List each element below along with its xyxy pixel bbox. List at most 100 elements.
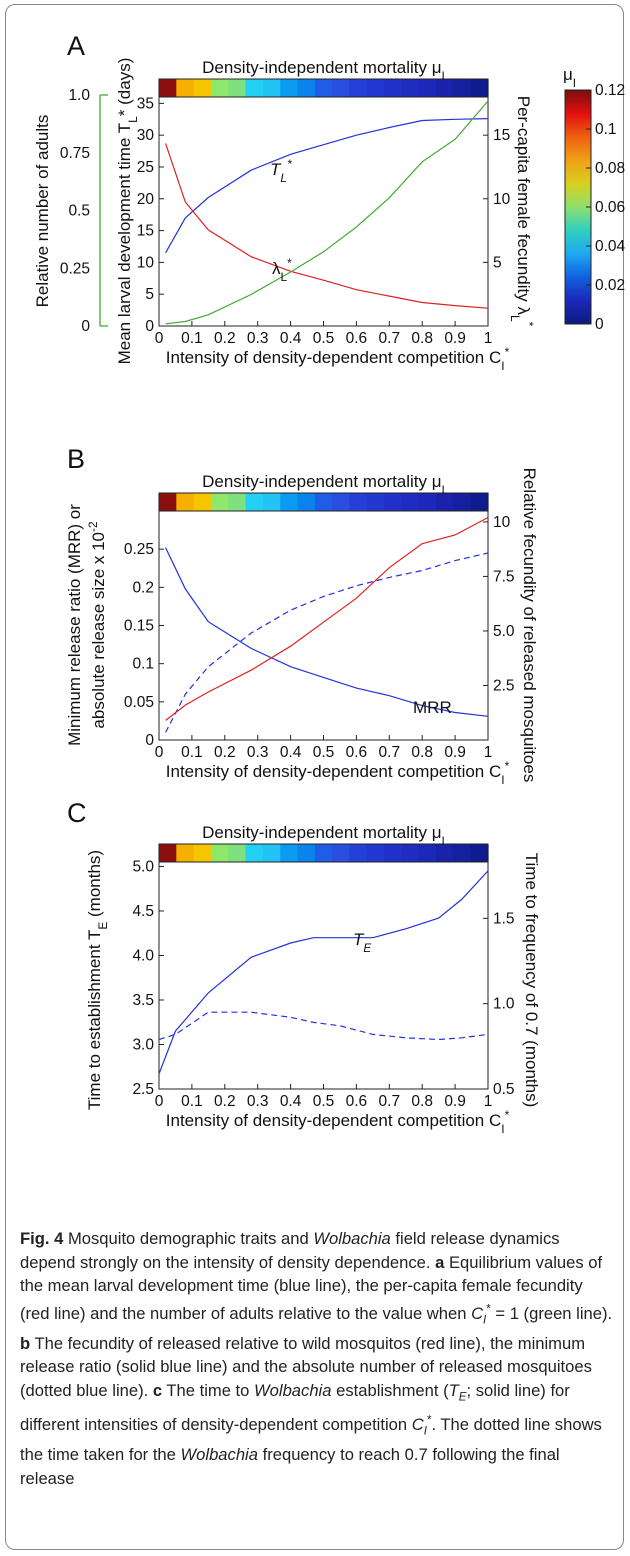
panel-c-y-tick-label: 1.5: [493, 910, 515, 927]
panel-c-mortality-seg: [436, 844, 454, 862]
panel-c-mortality-seg: [176, 844, 195, 862]
panel-a-mortality-seg: [384, 79, 403, 97]
panel-a-mortality-seg: [470, 79, 489, 97]
panel-a-y-axis-label-left: Mean larval development time TL* (days): [115, 58, 140, 365]
panel-a-mortality-seg: [245, 79, 264, 97]
panel-a-mortality-seg: [314, 79, 333, 97]
panel-c-y-tick-label: 5.0: [132, 858, 154, 875]
panel-a-letter: A: [67, 31, 85, 61]
panel-b-y-tick-label: 0: [145, 732, 154, 749]
panel-b-mortality-seg: [210, 493, 229, 511]
panel-b-mortality-seg: [349, 493, 368, 511]
panel-a-x-tick-label: 0.9: [444, 330, 466, 347]
panel-b-series-absolute-release-size: [165, 552, 489, 733]
panel-b-y-axis-label-left-1: Minimum release ratio (MRR) or: [65, 504, 84, 746]
panel-a-y-tick-label: 5: [493, 254, 502, 271]
panel-a-series-t-l-: [165, 118, 489, 254]
panel-b-series-mrr: [165, 547, 489, 717]
panel-c-x-tick-label: 0.3: [247, 1093, 269, 1110]
panel-c-series-time-to-frequency-of-0-7: [158, 1011, 489, 1041]
panel-a-x-tick-label: 0.1: [181, 330, 203, 347]
panel-a-y-tick-label: 35: [137, 95, 154, 112]
panel-c-y-tick-label: 4.5: [132, 903, 154, 920]
panel-a-y-tick-label: 15: [493, 127, 510, 144]
panel-a-y-tick-label: 20: [137, 191, 155, 208]
panel-c-x-tick-label: 0.9: [444, 1093, 466, 1110]
panel-a-mortality-title: Density-independent mortality μI: [202, 58, 445, 83]
panel-b-x-tick-label: 0.7: [379, 744, 401, 761]
panel-b-mortality-seg: [228, 493, 247, 511]
panel-c-y-tick-label: 3.0: [132, 1036, 154, 1053]
colorbar-tick-label: 0.08: [595, 160, 625, 177]
panel-a-x-tick-label: 0: [155, 330, 164, 347]
panel-a-series--l-: [165, 143, 489, 309]
panel-b-y-tick-label: 0.15: [124, 618, 154, 635]
panel-a-mortality-seg: [228, 79, 247, 97]
panel-c-y-tick-label: 3.5: [132, 992, 154, 1009]
panel-b-y-tick-label: 0.05: [124, 694, 154, 711]
panel-b-y-tick-label: 0.2: [132, 579, 154, 596]
panel-a-mortality-seg: [418, 79, 437, 97]
panel-b-mortality-seg: [193, 493, 212, 511]
panel-c-y-tick-label: 1.0: [493, 996, 515, 1013]
panel-b-mortality-seg: [453, 493, 472, 511]
panel-a-x-tick-label: 1: [484, 330, 493, 347]
panel-c-x-tick-label: 0.6: [346, 1093, 368, 1110]
panel-c-annot-te: TE: [353, 930, 372, 955]
panel-b-x-axis-label: Intensity of density-dependent competiti…: [166, 759, 510, 787]
panel-b-y-tick-label: 0.1: [132, 656, 154, 673]
panel-c-mortality-seg: [210, 844, 229, 862]
panel-a-x-tick-label: 0.6: [346, 330, 368, 347]
panel-b-letter: B: [67, 444, 85, 474]
panel-c-x-tick-label: 0.7: [379, 1093, 401, 1110]
panel-a-outer-tick-label: 0: [81, 318, 90, 335]
panel-a-plot-frame: [158, 96, 489, 327]
panel-b-mortality-seg: [436, 493, 454, 511]
panel-b-x-tick-label: 0.3: [247, 744, 269, 761]
panel-b-mortality-seg: [245, 493, 264, 511]
panel-b-mortality-seg: [314, 493, 333, 511]
panel-c-mortality-seg: [332, 844, 351, 862]
panel-b-mortality-seg: [366, 493, 385, 511]
panel-b-mortality-title: Density-independent mortality μI: [202, 472, 445, 497]
panel-b-mortality-seg: [262, 493, 281, 511]
panel-a-mortality-seg: [401, 79, 420, 97]
panel-b-mortality-seg: [280, 493, 299, 511]
panel-a-outer-axis-label: Relative number of adults: [33, 115, 52, 308]
colorbar-tick-label: 0.1: [595, 121, 617, 138]
panel-a-x-tick-label: 0.5: [313, 330, 335, 347]
panel-a-mortality-seg: [193, 79, 212, 97]
panel-c-mortality-seg: [280, 844, 299, 862]
panel-b-mortality-seg: [418, 493, 437, 511]
colorbar-tick-label: 0.06: [595, 199, 625, 216]
panel-c-x-tick-label: 0.2: [214, 1093, 236, 1110]
panel-b-x-tick-label: 0.8: [411, 744, 433, 761]
panel-a-y-axis-label-right: Per-capita female fecundity λL*: [508, 96, 536, 327]
panel-a-mortality-seg: [176, 79, 195, 97]
panel-a-mortality-seg: [332, 79, 351, 97]
panel-a-x-tick-label: 0.2: [214, 330, 236, 347]
panel-a-x-tick-label: 0.8: [411, 330, 433, 347]
panel-a-x-tick-label: 0.7: [379, 330, 401, 347]
panel-b-y-tick-label: 0.25: [124, 541, 154, 558]
panel-c-y-axis-label-right: Time to frequency of 0.7 (months): [522, 853, 541, 1107]
panel-b-y-tick-label: 10: [493, 514, 511, 531]
panel-a-y-tick-label: 0: [145, 318, 154, 335]
panel-c-x-tick-label: 1: [484, 1093, 493, 1110]
panel-a-outer-tick-label: 0.75: [60, 145, 90, 162]
figure-frame: [5, 4, 624, 1550]
panel-a-mortality-seg: [436, 79, 454, 97]
panel-b-x-tick-label: 0.1: [181, 744, 203, 761]
panel-b-y-axis-label-right: Relative fecundity of released mosquitoe…: [520, 468, 539, 783]
caption-fig-label: Fig. 4: [20, 1229, 68, 1248]
panel-c-y-tick-label: 2.5: [132, 1081, 154, 1098]
panel-c-mortality-seg: [453, 844, 472, 862]
panel-b-y-tick-label: 2.5: [493, 677, 515, 694]
panel-b-x-tick-label: 0.9: [444, 744, 466, 761]
panel-c-mortality-seg: [193, 844, 212, 862]
panel-c-mortality-seg: [245, 844, 264, 862]
panel-b-annot-mrr: MRR: [413, 698, 452, 717]
panel-b-x-tick-label: 0: [155, 744, 164, 761]
panel-c-x-tick-label: 0.4: [280, 1093, 302, 1110]
